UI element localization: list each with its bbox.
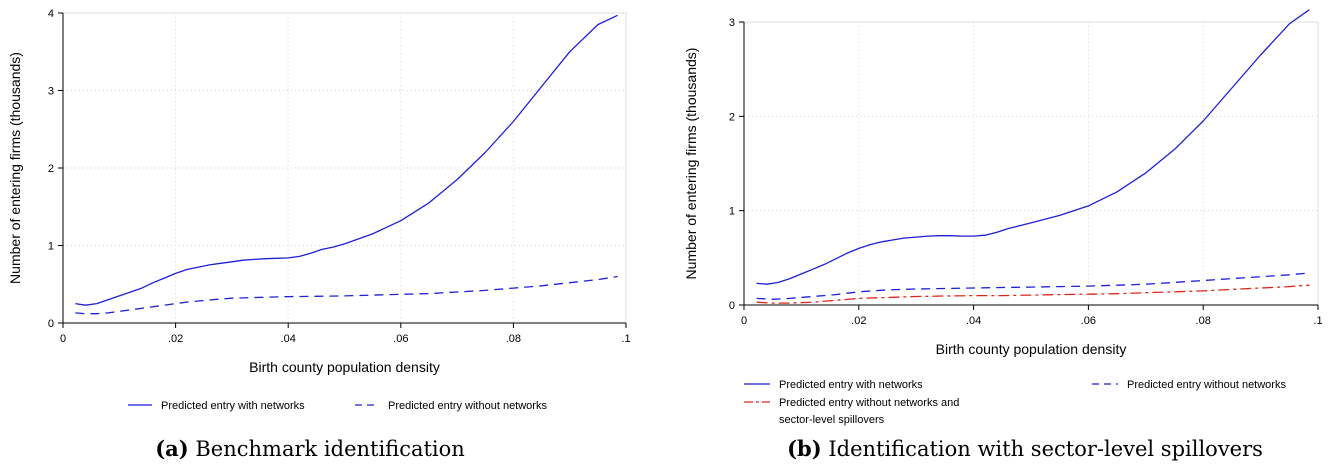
panel-a-y-tick-label: 2 <box>48 163 54 175</box>
panel-b-x-tick-label: 0 <box>741 315 747 327</box>
panel-a-y-tick-label: 0 <box>48 318 54 330</box>
panel-b-plot-area <box>743 21 1319 306</box>
panel-b-y-tick-label: 3 <box>729 17 735 29</box>
panel-a-x-tick-label: .02 <box>168 333 183 345</box>
panel-b-series-line-3 <box>756 284 1310 304</box>
panel-a-y-tick-label: 1 <box>48 241 54 253</box>
panel-b-caption-text: Identification with sector-level spillov… <box>828 437 1263 461</box>
panel-b-x-tick-label: .06 <box>1081 315 1096 327</box>
panel-a-caption-text: Benchmark identification <box>195 437 465 461</box>
panel-a-grid <box>62 12 627 324</box>
panel-a-x-tick-label: .04 <box>281 333 296 345</box>
panel-b-chart: 0 .02 .04 .06 .08 .1 0 1 2 3 Birth county populat… <box>683 9 1323 426</box>
panel-a-x-tick-label: .06 <box>393 333 408 345</box>
panel-a-x-axis-label: Birth county population density <box>249 359 440 375</box>
panel-b-series <box>756 9 1310 304</box>
panel-b-x-axis-label: Birth county population density <box>936 341 1127 357</box>
panel-a-x-tick-label: 0 <box>60 333 66 345</box>
panel-b-y-axis-label: Number of entering firms (thousands) <box>683 48 699 280</box>
panel-a-series-line-2 <box>75 275 618 315</box>
panel-a-axes: 0 .02 .04 .06 .08 .1 0 1 2 3 4 <box>48 8 631 345</box>
panel-a-caption-tag: (a) <box>155 436 189 461</box>
panel-a-legend: Predicted entry with networks Predicted e… <box>128 400 547 412</box>
panel-b-grid <box>743 21 1319 306</box>
panel-b-x-tick-label: .04 <box>966 315 981 327</box>
panel-a-y-tick-label: 3 <box>48 86 54 98</box>
panel-b-legend: Predicted entry with networks Predicted e… <box>744 379 1286 426</box>
panel-a-caption: (a) Benchmark identification <box>140 436 480 461</box>
panel-b-x-tick-label: .1 <box>1313 315 1322 327</box>
panel-a-chart: 0 .02 .04 .06 .08 .1 0 1 2 3 4 Birth county popula… <box>7 8 631 412</box>
panel-b-x-tick-label: .08 <box>1196 315 1211 327</box>
panel-a-legend-label-1: Predicted entry with networks <box>161 400 305 412</box>
panel-a-y-tick-label: 4 <box>48 8 54 20</box>
panel-b-axes: 0 .02 .04 .06 .08 .1 0 1 2 3 <box>729 17 1323 327</box>
panel-b-series-line-2 <box>756 272 1310 300</box>
panel-a-series <box>75 14 618 315</box>
panel-b-legend-label-2: Predicted entry without networks <box>1127 379 1286 391</box>
panel-a-x-tick-label: .08 <box>506 333 521 345</box>
panel-b-series-line-1 <box>756 9 1310 285</box>
panel-a-series-line-1 <box>75 14 618 306</box>
panel-b-x-tick-label: .02 <box>851 315 866 327</box>
panel-b-y-tick-label: 1 <box>729 206 735 218</box>
panel-a-y-axis-label: Number of entering firms (thousands) <box>7 52 23 284</box>
panel-a-plot-area <box>62 12 627 324</box>
panel-b-y-tick-label: 0 <box>729 300 735 312</box>
panel-a-x-tick-label: .1 <box>621 333 630 345</box>
panel-b-legend-label-3: Predicted entry without networks and sect… <box>779 397 959 426</box>
panel-b-caption: (b) Identification with sector-level spi… <box>745 436 1305 461</box>
panel-b-caption-tag: (b) <box>787 436 822 461</box>
panel-a-legend-label-2: Predicted entry without networks <box>388 400 547 412</box>
panel-b-legend-label-1: Predicted entry with networks <box>779 379 923 391</box>
panel-b-y-tick-label: 2 <box>729 111 735 123</box>
